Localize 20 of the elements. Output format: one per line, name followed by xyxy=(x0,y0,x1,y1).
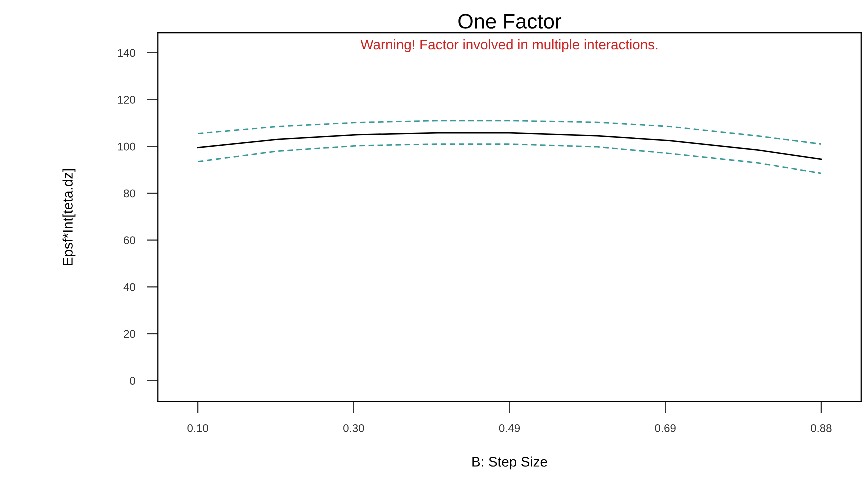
line-series xyxy=(197,120,822,145)
y-tick-label: 60 xyxy=(124,236,136,244)
annotation: Warning! Factor involved in multiple interactions. xyxy=(360,39,658,52)
y-tick-label: 140 xyxy=(118,49,136,58)
y-tick-label: 40 xyxy=(124,283,136,292)
y-axis-title: Epsf*Int[teta.dz] xyxy=(62,169,76,266)
x-tick-label: 0.49 xyxy=(499,424,520,432)
y-tick-label: 120 xyxy=(118,96,136,104)
chart-title: One Factor xyxy=(458,14,562,29)
y-tick-label: 0 xyxy=(130,377,136,385)
x-tick-label: 0.69 xyxy=(655,424,676,432)
y-tick-label: 100 xyxy=(118,142,136,151)
y-tick-label: 20 xyxy=(124,330,136,338)
line-series xyxy=(197,132,822,160)
y-tick-label: 80 xyxy=(124,190,136,198)
x-tick-label: 0.10 xyxy=(188,424,208,432)
x-tick-label: 0.88 xyxy=(811,424,832,432)
line-series xyxy=(197,144,822,174)
x-axis-title: B: Step Size xyxy=(472,456,548,470)
x-tick-label: 0.30 xyxy=(344,424,364,432)
